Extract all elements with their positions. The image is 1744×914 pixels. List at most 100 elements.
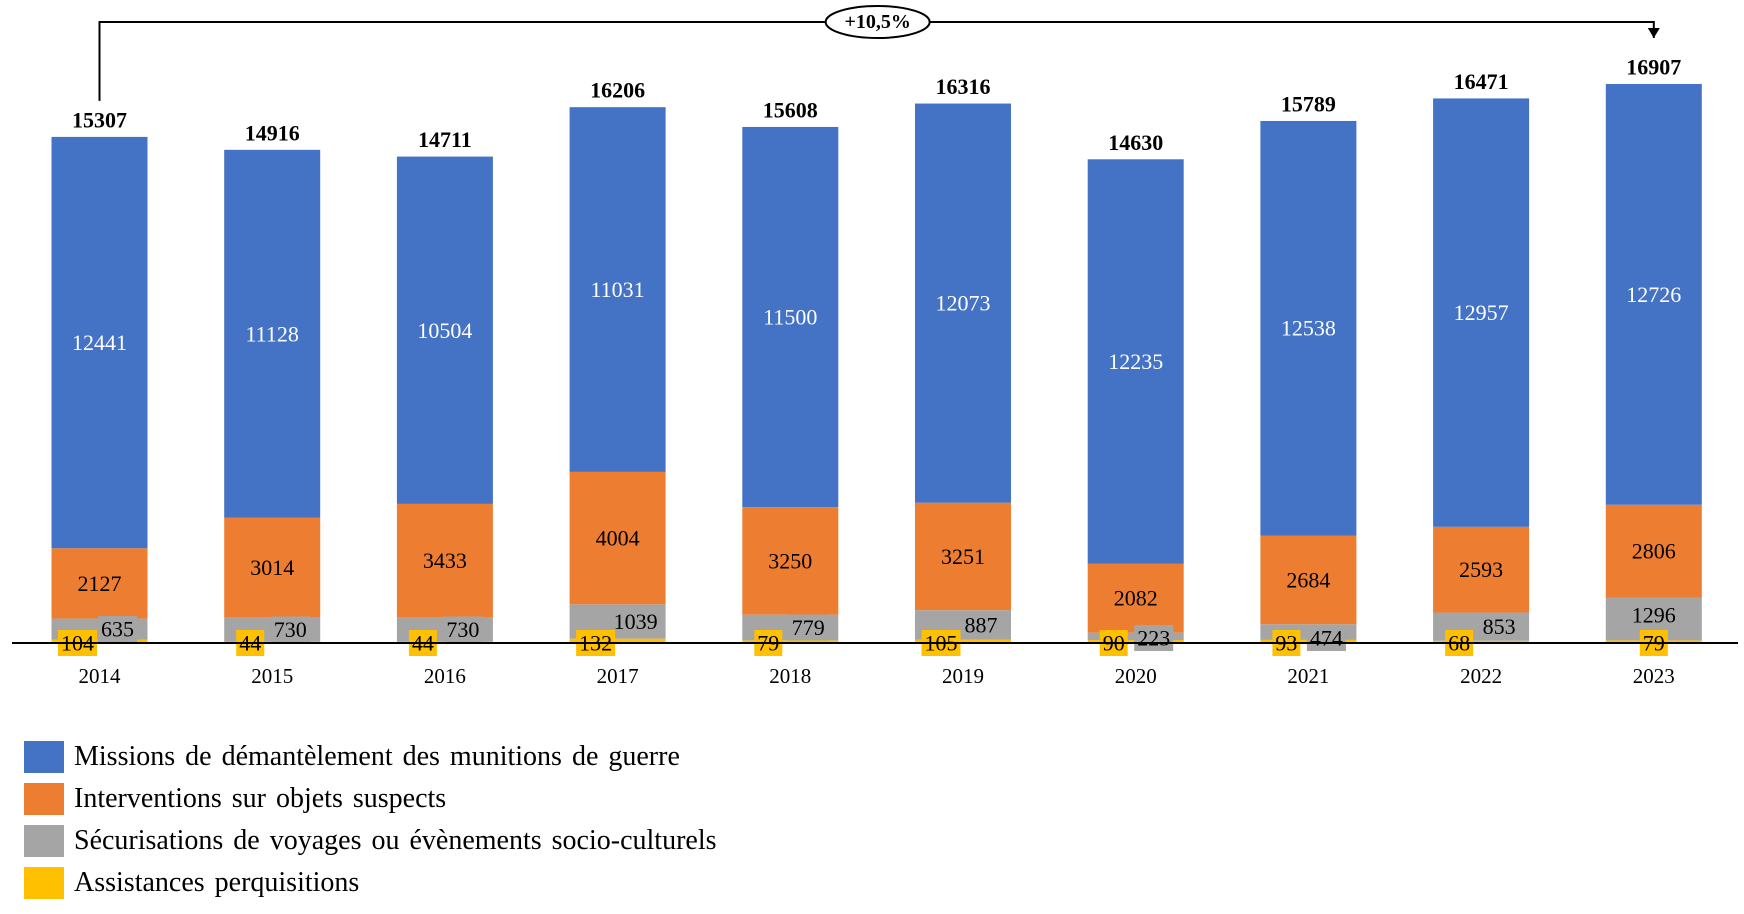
data-label-missions: 12538 [1281,316,1336,341]
data-label-securisations: 887 [965,612,998,637]
x-tick-label: 2020 [1115,664,1157,688]
total-label: 14916 [245,120,300,145]
data-label-securisations-bg [1628,601,1679,628]
total-label: 15789 [1281,91,1336,116]
x-tick-label: 2018 [769,664,811,688]
data-label-securisations: 730 [446,617,479,642]
bar-segment [51,548,148,619]
bar-segment [224,149,321,518]
data-label-securisations: 635 [101,617,134,642]
x-tick-label: 2021 [1287,664,1329,688]
bar-segment [1260,535,1357,625]
total-label: 16316 [936,74,991,99]
legend-item-missions: Missions de démantèlement des munitions … [24,736,717,778]
total-label: 16471 [1454,69,1509,94]
total-label: 15608 [763,97,818,122]
annotation-ellipse [824,5,931,39]
x-tick-label: 2019 [942,664,984,688]
legend-label: Interventions sur objets suspects [74,783,447,814]
legend-label: Assistances perquisitions [74,867,360,898]
data-label-securisations-bg [610,608,661,635]
data-label-securisations-bg [1479,613,1519,640]
data-label-securisations-bg [1306,625,1346,651]
data-label-interventions: 2082 [1114,586,1158,611]
x-tick-label: 2014 [79,664,122,688]
bar-segment [915,103,1011,503]
data-label-securisations-bg [443,616,483,643]
legend-swatch [24,783,64,815]
data-label-missions: 12957 [1454,300,1509,325]
total-label: 14630 [1108,130,1163,155]
data-label-securisations-bg [1134,625,1174,651]
data-label-missions: 12726 [1626,282,1681,307]
bar-segment [569,107,666,472]
data-label-interventions: 3250 [768,548,812,573]
bar-segment [1087,563,1184,633]
data-label-securisations-bg [270,616,310,643]
data-label-securisations: 1296 [1632,602,1676,627]
x-tick-label: 2015 [251,664,293,688]
bar-segment [915,639,1011,643]
data-label-securisations-bg [961,611,1001,638]
data-label-missions: 11500 [763,305,817,330]
data-label-interventions: 2806 [1632,539,1676,564]
data-label-missions: 10504 [417,318,472,343]
bar-segment [569,638,666,643]
bar-segment [1605,84,1702,505]
stacked-bar-chart: 1244121276351041530720141112830147304414… [12,5,1738,688]
bar-segment [51,136,148,549]
x-tick-label: 2017 [597,664,639,688]
data-label-interventions: 2593 [1459,557,1503,582]
bar-segment [915,502,1011,611]
bar-segment [1433,526,1530,613]
bar-segment [224,517,321,618]
total-label: 15307 [72,107,127,132]
total-label: 14711 [418,127,472,152]
data-label-securisations-bg [98,616,137,643]
bar-segment [1433,98,1530,527]
data-label-securisations: 223 [1137,626,1170,651]
data-label-securisations: 474 [1310,626,1343,651]
data-label-interventions: 3251 [941,544,985,569]
data-label-securisations: 1039 [614,609,658,634]
bar-segment [1605,504,1702,598]
bar-segment [1433,640,1530,643]
legend-item-securisations: Sécurisations de voyages ou évènements s… [24,820,717,862]
data-label-interventions: 2684 [1286,567,1330,592]
data-label-securisations: 853 [1483,614,1516,639]
data-label-securisations-bg [788,614,828,641]
data-label-missions: 12441 [72,330,127,355]
growth-annotation-label: +10,5% [844,11,910,33]
legend-swatch [24,867,64,899]
bar-segment [1260,120,1357,536]
total-label: 16206 [590,78,645,103]
legend-item-assistances: Assistances perquisitions [24,862,717,904]
bar-segment [569,471,666,605]
data-label-interventions: 4004 [596,526,640,551]
x-tick-label: 2022 [1460,664,1502,688]
total-label: 16907 [1626,55,1681,80]
legend-label: Missions de démantèlement des munitions … [74,741,680,772]
data-label-missions: 11031 [591,277,645,302]
arrow-head-icon [1647,28,1660,38]
bar-segment [742,126,839,508]
data-label-securisations: 779 [792,615,825,640]
data-label-interventions: 2127 [78,571,122,596]
bar-segment [396,503,493,618]
data-label-missions: 12073 [936,291,991,316]
x-tick-label: 2016 [424,664,466,688]
bar-segment [1087,159,1184,564]
bar-segment [742,507,839,615]
bar-segment [396,156,493,504]
bar-segment [742,640,839,643]
legend-swatch [24,741,64,773]
data-label-interventions: 3433 [423,548,467,573]
data-label-interventions: 3014 [250,555,294,580]
data-label-missions: 12235 [1108,349,1163,374]
data-label-securisations: 730 [274,617,307,642]
legend-swatch [24,825,64,857]
data-label-missions: 11128 [246,321,299,346]
legend-item-interventions: Interventions sur objets suspects [24,778,717,820]
x-tick-label: 2023 [1633,664,1675,688]
legend-label: Sécurisations de voyages ou évènements s… [74,825,717,856]
